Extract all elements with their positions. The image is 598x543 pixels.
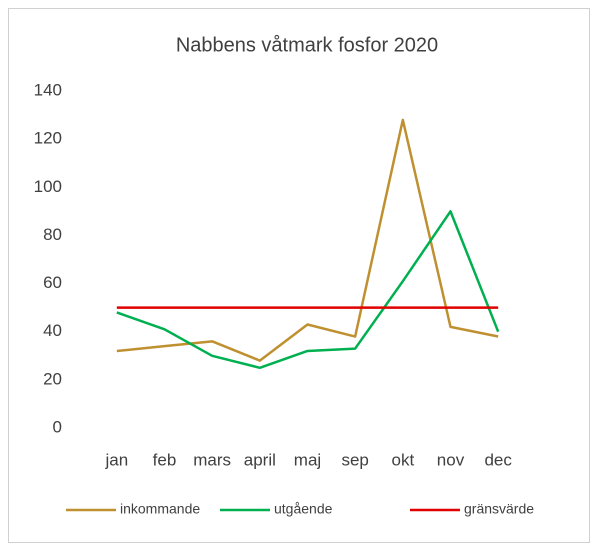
x-tick-label: dec [484,450,512,469]
x-tick-label: maj [294,450,321,469]
y-tick-label: 80 [43,225,62,244]
x-tick-label: okt [391,450,414,469]
x-tick-label: april [244,450,276,469]
chart-title: Nabbens våtmark fosfor 2020 [176,34,438,56]
x-tick-label: sep [341,450,368,469]
y-tick-label: 20 [43,369,62,388]
chart-frame [8,8,590,543]
y-tick-label: 100 [34,177,62,196]
legend-label: gränsvärde [464,501,534,517]
y-tick-label: 60 [43,273,62,292]
series-line [116,210,500,370]
y-tick-label: 120 [34,129,62,148]
x-tick-label: jan [104,450,128,469]
y-tick-label: 140 [34,80,62,99]
x-tick-label: nov [437,450,465,469]
legend-label: utgående [274,501,333,517]
x-tick-label: feb [153,450,177,469]
legend-label: inkommande [120,501,200,517]
y-tick-label: 40 [43,321,62,340]
series-line [116,118,499,362]
y-tick-label: 0 [53,417,62,436]
x-tick-label: mars [193,450,231,469]
